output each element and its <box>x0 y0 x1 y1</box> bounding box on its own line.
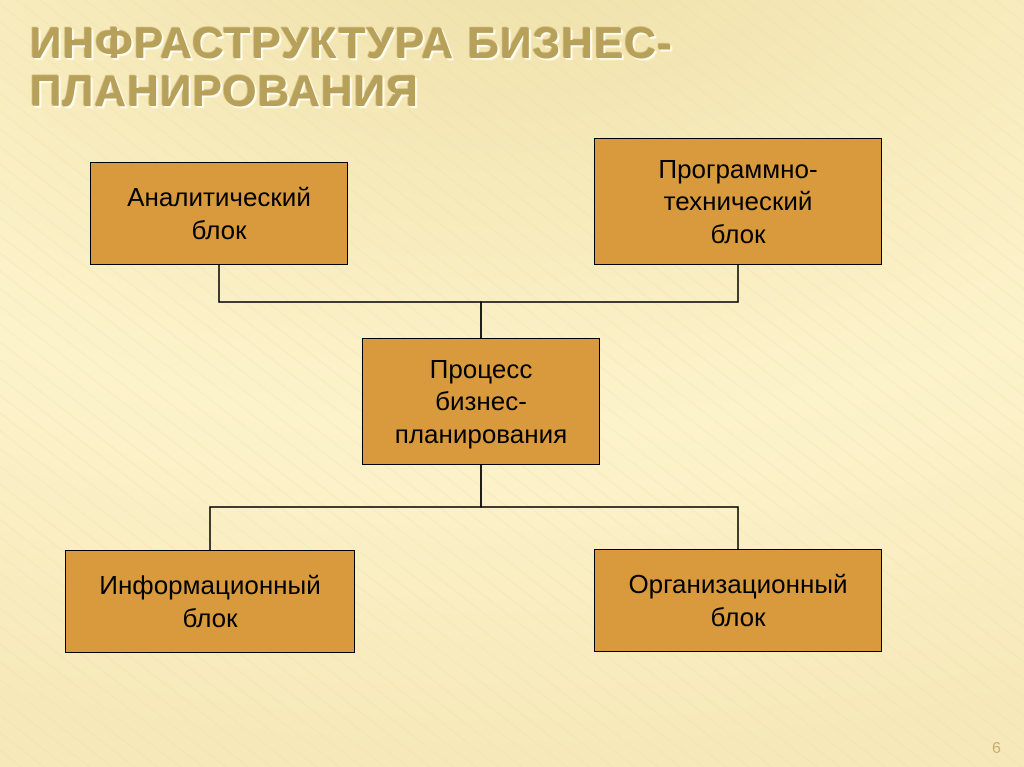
diagram-node: Организационный блок <box>594 549 882 652</box>
connector-line <box>481 265 738 338</box>
connector-line <box>481 465 738 549</box>
slide-title: ИНФРАСТРУКТУРА БИЗНЕС- ПЛАНИРОВАНИЯ <box>30 20 673 117</box>
diagram-node: Программно- технический блок <box>594 138 882 265</box>
connector-line <box>219 265 481 338</box>
diagram-node: Аналитический блок <box>90 162 348 265</box>
connector-line <box>210 465 481 550</box>
diagram-node: Процесс бизнес- планирования <box>362 338 600 465</box>
page-number: 6 <box>992 740 1001 758</box>
diagram-node: Информационный блок <box>65 550 355 653</box>
slide: ИНФРАСТРУКТУРА БИЗНЕС- ПЛАНИРОВАНИЯ Анал… <box>0 0 1024 767</box>
